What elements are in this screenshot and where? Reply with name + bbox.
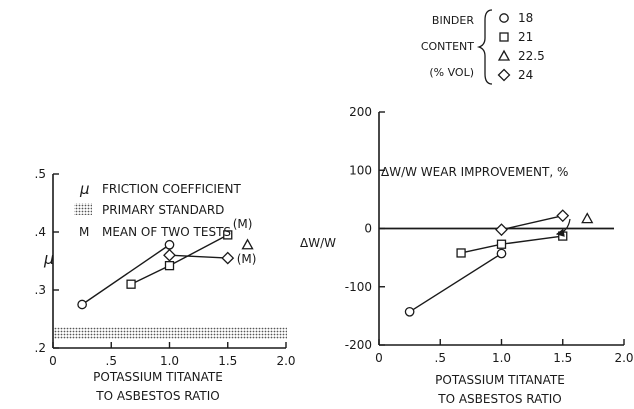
friction-series-line-24 <box>169 254 228 259</box>
wear-x-tick-label: 1.0 <box>492 351 511 365</box>
friction-series-line-18 <box>81 244 170 306</box>
friction-annotation-mean: (M) <box>233 217 253 231</box>
wear-point-24 <box>556 209 570 223</box>
wear-x-label-line-2: TO ASBESTOS RATIO <box>437 392 562 406</box>
wear-point-22-5 <box>581 212 594 224</box>
friction-x-tick-label: .5 <box>106 354 117 368</box>
wear-x-tick-label: .5 <box>435 351 446 365</box>
friction-series-line-21 <box>130 234 229 285</box>
wear-chart: 0 .5 1.0 1.5 2.0 200 100 0 -100 -200 ΔW/W WEAR IM… <box>300 105 634 406</box>
key-mu-symbol: μ <box>79 180 90 198</box>
key-primary-standard: PRIMARY STANDARD <box>102 203 224 217</box>
friction-x-tick-label: 1.0 <box>160 354 179 368</box>
wear-x-tick-label: 1.5 <box>553 351 572 365</box>
legend-label-21: 21 <box>518 30 533 44</box>
wear-series-line-24 <box>501 215 563 231</box>
wear-point-21 <box>496 239 507 249</box>
legend-marker-diamond <box>497 68 511 82</box>
wear-y-tick-label: 100 <box>349 163 372 177</box>
wear-y-tick-label: 200 <box>349 105 372 119</box>
friction-annotation-mean: (M) <box>237 252 257 266</box>
wear-y-axis-label: ΔW/W <box>300 236 336 250</box>
friction-x-tick-label: 1.5 <box>218 354 237 368</box>
legend-brace <box>476 9 493 85</box>
legend-title-line-2: CONTENT <box>421 40 474 53</box>
friction-point-24 <box>163 248 176 262</box>
wear-y-tick-label: -100 <box>345 280 372 294</box>
wear-y-tick-label: -200 <box>345 338 372 352</box>
key-m-symbol: M <box>79 225 89 239</box>
friction-y-tick-label: .4 <box>35 225 46 239</box>
wear-x-tick-label: 0 <box>375 351 383 365</box>
primary-standard-band-rect <box>54 327 287 340</box>
legend-marker-circle <box>499 13 509 23</box>
friction-x-tick-label: 0 <box>49 354 57 368</box>
wear-chart-plot <box>404 209 594 317</box>
legend-label-24: 24 <box>518 68 533 82</box>
friction-point-21 <box>126 279 136 289</box>
wear-point-24 <box>495 223 508 237</box>
wear-point-18 <box>496 248 507 259</box>
wear-triangle-arrow <box>555 218 571 237</box>
wear-x-tick-label: 2.0 <box>614 351 633 365</box>
legend-label-22-5: 22.5 <box>518 49 545 63</box>
primary-standard-band <box>54 327 287 340</box>
friction-x-tick-label: 2.0 <box>276 354 295 368</box>
wear-point-18 <box>404 306 415 317</box>
friction-chart: 0 .5 1.0 1.5 2.0 .2 .3 .4 .5 (M) (M) μ POTASSIUM … <box>35 167 296 403</box>
friction-point-21 <box>164 260 175 271</box>
friction-point-24 <box>221 251 235 265</box>
legend-marker-square <box>499 32 509 42</box>
wear-point-21 <box>456 248 466 258</box>
friction-point-18 <box>164 239 175 250</box>
legend: BINDER CONTENT (% VOL) 18 21 22.5 24 <box>421 9 545 85</box>
friction-x-label-line-2: TO ASBESTOS RATIO <box>95 389 220 403</box>
friction-point-22-5 <box>241 238 254 250</box>
wear-chart-title: ΔW/W WEAR IMPROVEMENT, % <box>381 165 568 179</box>
friction-y-tick-label: .2 <box>35 341 46 355</box>
friction-point-18 <box>77 299 87 310</box>
legend-marker-triangle <box>497 49 511 61</box>
legend-title-line-3: (% VOL) <box>429 66 474 79</box>
wear-x-label-line-1: POTASSIUM TITANATE <box>435 373 565 387</box>
legend-markers <box>497 13 511 82</box>
wear-y-tick-label: 0 <box>364 222 372 236</box>
key-standard-swatch <box>74 203 92 215</box>
legend-title-line-1: BINDER <box>432 14 474 27</box>
friction-key: μ FRICTION COEFFICIENT PRIMARY STANDARD … <box>74 180 241 239</box>
friction-chart-axes: 0 .5 1.0 1.5 2.0 .2 .3 .4 .5 <box>35 167 296 368</box>
legend-label-18: 18 <box>518 11 533 25</box>
wear-series-line-18 <box>409 252 502 313</box>
key-friction-coefficient: FRICTION COEFFICIENT <box>102 182 241 196</box>
friction-y-tick-label: .5 <box>35 167 46 181</box>
wear-chart-axes: 0 .5 1.0 1.5 2.0 200 100 0 -100 -200 <box>345 105 634 365</box>
key-mean-of-two-tests: MEAN OF TWO TESTS <box>102 225 231 239</box>
wear-series-line-21 <box>460 235 563 254</box>
friction-point-21 <box>223 230 233 240</box>
friction-x-label-line-1: POTASSIUM TITANATE <box>93 370 223 384</box>
friction-y-axis-label: μ <box>43 249 54 268</box>
friction-chart-plot: (M) (M) <box>77 217 257 310</box>
friction-y-tick-label: .3 <box>35 283 46 297</box>
